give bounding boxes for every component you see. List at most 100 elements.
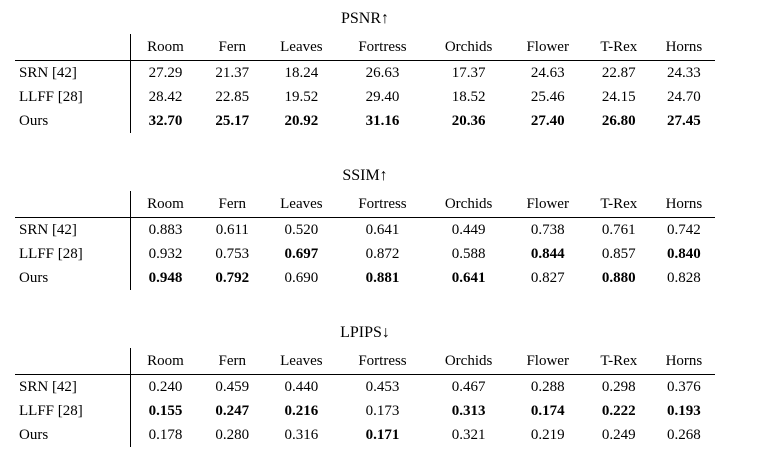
- value-cell: 20.92: [284, 112, 319, 129]
- value-cell: 19.52: [284, 88, 319, 105]
- value-cell: 0.742: [667, 221, 701, 238]
- value-cell: 0.298: [601, 378, 636, 395]
- value-cell: 0.697: [284, 245, 319, 262]
- paper-tables: PSNR↑ Room Fern Leaves Fortress Orchids Flower…: [15, 6, 759, 447]
- method-cell: SRN [42]: [15, 61, 130, 86]
- value-cell: 0.844: [530, 245, 565, 262]
- method-cell: LLFF [28]: [15, 242, 130, 266]
- value-cell: 0.440: [284, 378, 319, 395]
- citation-link[interactable]: [28]: [57, 245, 83, 262]
- method-name: SRN: [19, 378, 49, 395]
- value-cell: 0.738: [530, 221, 565, 238]
- value-cell: 0.932: [129, 242, 201, 266]
- value-cell: 0.467: [451, 378, 486, 395]
- column-header-flower: Flower: [510, 191, 585, 218]
- method-name: LLFF: [19, 402, 55, 419]
- column-header-orchids: Orchids: [426, 191, 511, 218]
- value-cell: 0.219: [530, 426, 565, 443]
- column-header-fortress: Fortress: [338, 34, 427, 61]
- column-header-orchids: Orchids: [426, 348, 511, 375]
- value-cell: 24.70: [667, 88, 701, 105]
- value-cell: 27.29: [129, 60, 201, 85]
- citation-link[interactable]: [28]: [57, 88, 83, 105]
- method-cell: LLFF [28]: [15, 85, 130, 109]
- value-cell: 24.33: [667, 64, 701, 81]
- value-cell: 26.63: [365, 64, 400, 81]
- value-cell: 0.155: [129, 399, 201, 423]
- value-cell: 0.459: [215, 378, 250, 395]
- method-cell: SRN [42]: [15, 218, 130, 243]
- value-cell: 24.63: [530, 64, 565, 81]
- value-cell: 0.753: [215, 245, 250, 262]
- value-cell: 0.240: [129, 374, 201, 399]
- table-title-ssim: SSIM↑: [342, 167, 388, 184]
- value-cell: 22.87: [601, 64, 636, 81]
- citation-link[interactable]: [28]: [57, 402, 83, 419]
- metrics-table-lpips: Room Fern Leaves Fortress Orchids Flower T-Rex…: [15, 348, 715, 447]
- value-cell: 0.171: [365, 426, 400, 443]
- citation-link[interactable]: [42]: [51, 378, 77, 395]
- value-cell: 18.24: [284, 64, 319, 81]
- value-cell: 0.453: [365, 378, 400, 395]
- column-header-leaves: Leaves: [264, 34, 339, 61]
- table-block-ssim: SSIM↑ Room Fern Leaves Fortress Orchids Flower…: [15, 163, 759, 290]
- header-row: Room Fern Leaves Fortress Orchids Flower T-Rex…: [15, 191, 715, 218]
- value-cell: 25.46: [530, 88, 565, 105]
- method-name: SRN: [19, 64, 49, 81]
- column-header-trex: T-Rex: [584, 34, 653, 61]
- column-header-flower: Flower: [510, 34, 585, 61]
- value-cell: 27.40: [530, 112, 565, 129]
- value-cell: 0.376: [667, 378, 701, 395]
- column-header-trex: T-Rex: [584, 348, 653, 375]
- header-row: Room Fern Leaves Fortress Orchids Flower T-Rex…: [15, 348, 715, 375]
- table-row-ours: Ours 32.70 25.17 20.92 31.16 20.36 27.40 26.80 2…: [15, 109, 715, 133]
- value-cell: 0.222: [601, 402, 636, 419]
- value-cell: 32.70: [129, 109, 201, 133]
- metrics-table-psnr: Room Fern Leaves Fortress Orchids Flower T-Rex…: [15, 34, 715, 133]
- metrics-table-ssim: Room Fern Leaves Fortress Orchids Flower T-Rex…: [15, 191, 715, 290]
- method-cell: Ours: [15, 423, 130, 447]
- value-cell: 0.857: [601, 245, 636, 262]
- value-cell: 0.880: [601, 269, 636, 286]
- value-cell: 27.45: [667, 112, 701, 129]
- column-header-horns: Horns: [652, 34, 715, 61]
- corner-cell: [15, 348, 131, 375]
- table-block-lpips: LPIPS↓ Room Fern Leaves Fortress Orchids Flowe…: [15, 320, 759, 447]
- value-cell: 0.611: [215, 221, 249, 238]
- column-header-fortress: Fortress: [338, 348, 427, 375]
- value-cell: 0.268: [667, 426, 701, 443]
- value-cell: 0.288: [530, 378, 565, 395]
- method-name: Ours: [19, 269, 49, 286]
- table-row-srn: SRN [42] 27.29 21.37 18.24 26.63 17.37 24.63 22…: [15, 60, 715, 86]
- method-cell: LLFF [28]: [15, 399, 130, 423]
- value-cell: 28.42: [129, 85, 201, 109]
- value-cell: 31.16: [365, 112, 400, 129]
- column-header-leaves: Leaves: [264, 191, 339, 218]
- header-row: Room Fern Leaves Fortress Orchids Flower T-Rex…: [15, 34, 715, 61]
- value-cell: 0.588: [451, 245, 486, 262]
- value-cell: 0.641: [451, 269, 486, 286]
- column-header-room: Room: [129, 191, 201, 218]
- column-header-flower: Flower: [510, 348, 585, 375]
- value-cell: 0.193: [667, 402, 701, 419]
- value-cell: 25.17: [215, 112, 250, 129]
- citation-link[interactable]: [42]: [51, 64, 77, 81]
- value-cell: 24.15: [601, 88, 636, 105]
- method-name: LLFF: [19, 88, 55, 105]
- method-name: Ours: [19, 112, 49, 129]
- value-cell: 0.178: [129, 423, 201, 447]
- value-cell: 0.313: [451, 402, 486, 419]
- column-header-fern: Fern: [200, 348, 265, 375]
- value-cell: 0.761: [601, 221, 636, 238]
- value-cell: 21.37: [215, 64, 250, 81]
- value-cell: 0.449: [451, 221, 486, 238]
- column-header-trex: T-Rex: [584, 191, 653, 218]
- citation-link[interactable]: [42]: [51, 221, 77, 238]
- corner-cell: [15, 191, 131, 218]
- value-cell: 29.40: [365, 88, 400, 105]
- value-cell: 0.249: [601, 426, 636, 443]
- column-header-leaves: Leaves: [264, 348, 339, 375]
- value-cell: 0.316: [284, 426, 319, 443]
- value-cell: 0.641: [365, 221, 400, 238]
- table-title-psnr: PSNR↑: [340, 10, 390, 27]
